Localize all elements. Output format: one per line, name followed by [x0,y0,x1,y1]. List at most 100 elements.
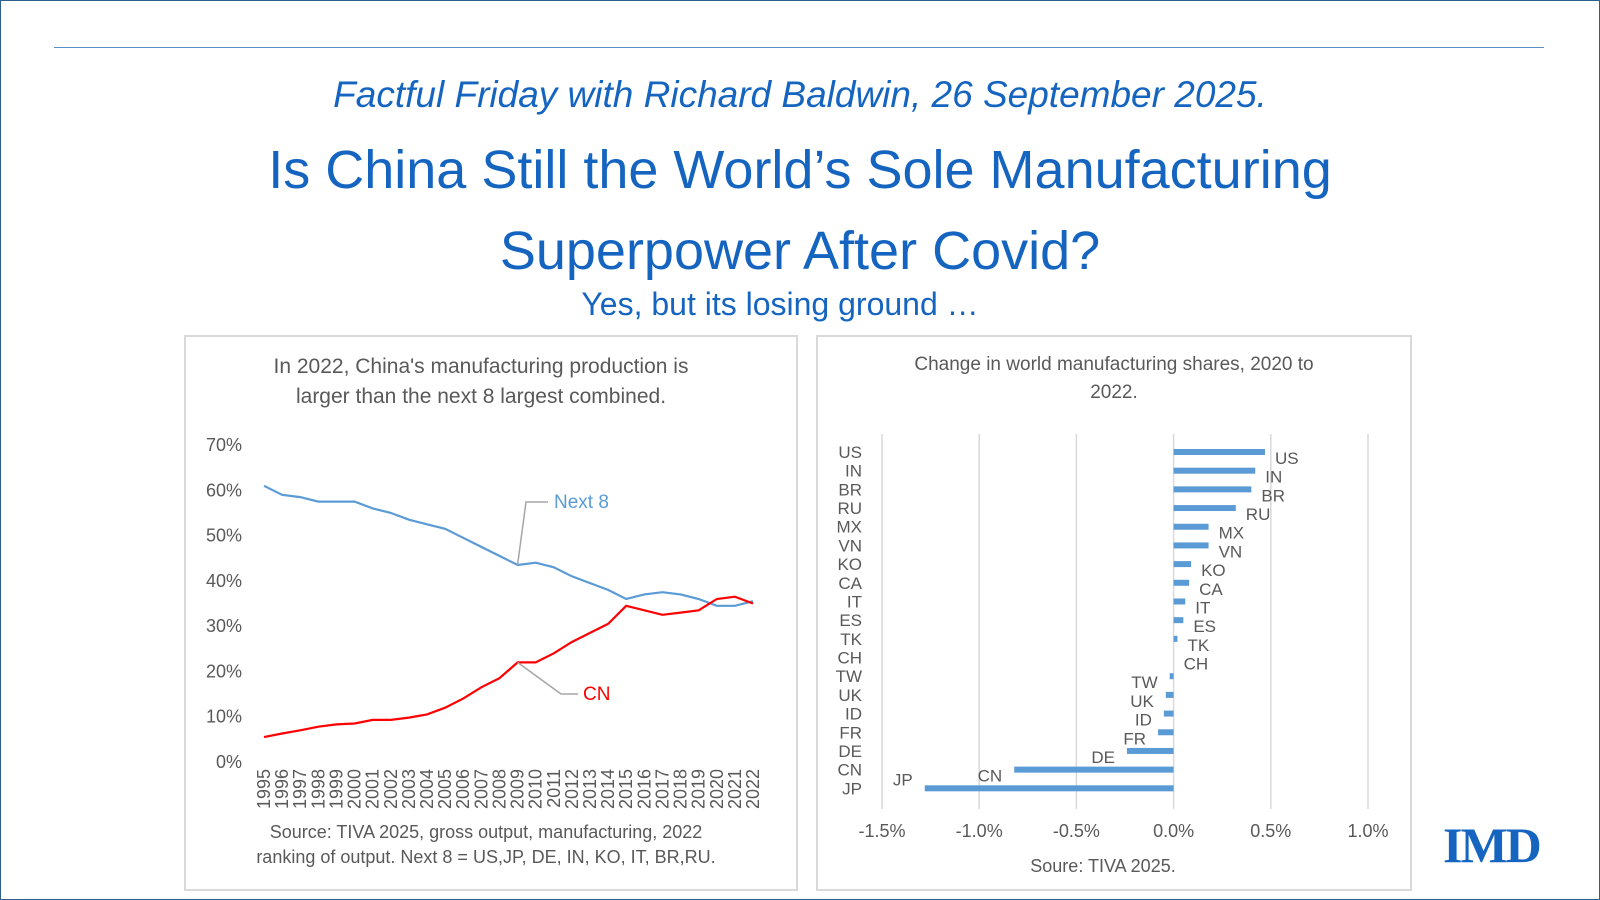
category-axis-label: CN [837,761,862,780]
callout-leader-next8 [516,501,548,566]
category-axis-label: FR [839,723,862,742]
series-line-cn [263,595,754,739]
slide-title: Is China Still the World’s Sole Manufact… [268,140,1332,281]
x-tick-label: 2007 [471,769,491,809]
y-tick-label: 50% [206,526,242,546]
y-tick-label: 70% [206,435,242,455]
category-axis-label: KO [837,555,862,574]
bar [1173,523,1209,530]
bar [1173,505,1236,512]
y-tick-label: 40% [206,571,242,591]
category-axis-label: TW [836,667,862,686]
bar-data-label: CH [1184,655,1209,674]
x-tick-label: 1995 [254,769,274,809]
x-tick-label: 1.0% [1347,821,1388,841]
bar-data-label: US [1275,449,1299,468]
callout-leader-cn [517,661,578,695]
x-tick-label: 2009 [508,769,528,809]
bar [1173,561,1192,568]
slide-tagline: Yes, but its losing ground … [581,286,979,322]
category-axis-label: VN [838,536,862,555]
bar [1126,747,1174,754]
x-tick-label: -0.5% [1053,821,1100,841]
bar [1173,598,1186,605]
bar-data-label: IN [1265,468,1282,487]
bar-data-label: FR [1123,729,1146,748]
bar-data-label: CA [1199,580,1223,599]
chart-title-line: 2022. [1090,382,1138,403]
category-axis-label: IT [847,592,862,611]
header-rule [54,47,1544,48]
x-tick-label: 2001 [363,769,383,809]
bar-data-label: MX [1219,524,1245,543]
bar [1014,766,1174,773]
category-axis-label: ES [839,611,862,630]
x-tick-label: 1998 [308,769,328,809]
category-axis-label: CH [837,649,862,668]
x-tick-label: -1.0% [956,821,1003,841]
y-tick-label: 20% [206,661,242,681]
x-tick-label: 0.0% [1153,821,1194,841]
bar [1158,729,1174,736]
bar-data-label: ID [1135,711,1152,730]
bar [1173,542,1209,549]
x-tick-label: 2015 [616,769,636,809]
bar [1173,486,1252,493]
x-tick-label: 2008 [489,769,509,809]
series-label-cn: CN [583,684,610,705]
line-chart: In 2022, China's manufacturing productio… [206,355,763,867]
x-tick-label: 0.5% [1250,821,1291,841]
bar-data-label: BR [1261,486,1285,505]
series-label-next8: Next 8 [554,492,609,513]
category-axis-label: MX [837,518,863,537]
category-axis-label: ID [845,705,862,724]
imd-logo: IMD [1443,817,1542,873]
y-tick-label: 30% [206,616,242,636]
chart-source-line: ranking of output. Next 8 = US,JP, DE, I… [256,847,715,867]
bar [1173,635,1178,642]
bar-data-label: RU [1246,505,1271,524]
category-axis-label: JP [842,779,862,798]
bar-data-label: ES [1193,617,1216,636]
x-tick-label: 2018 [671,769,691,809]
bar [1169,673,1174,680]
chart-source-line: Source: TIVA 2025, gross output, manufac… [270,822,703,842]
x-tick-label: 2003 [399,769,419,809]
category-axis-label: IN [845,462,862,481]
chart-title-line: larger than the next 8 largest combined. [296,385,666,408]
bar [1173,617,1184,624]
x-tick-label: 2022 [743,769,763,809]
bar [1173,449,1265,455]
bar-data-label: TW [1131,673,1157,692]
category-axis-label: US [838,443,862,462]
category-axis-label: BR [838,480,862,499]
category-axis-label: TK [840,630,862,649]
x-tick-label: 1999 [326,769,346,809]
category-axis-label: CA [838,574,862,593]
x-tick-label: 2013 [580,769,600,809]
bar-chart-panel: Change in world manufacturing shares, 20… [816,335,1412,891]
x-tick-label: 2014 [598,769,618,809]
x-tick-label: 1996 [272,769,292,809]
y-tick-label: 0% [216,752,242,772]
line-chart-panel: In 2022, China's manufacturing productio… [184,335,798,891]
bar [1173,467,1256,474]
x-tick-label: 2005 [435,769,455,809]
x-tick-label: 1997 [290,769,310,809]
bar-data-label: VN [1219,542,1243,561]
x-tick-label: 2010 [526,769,546,809]
category-axis-label: RU [837,499,862,518]
y-tick-label: 60% [206,480,242,500]
x-tick-label: 2021 [725,769,745,809]
x-tick-label: 2000 [345,769,365,809]
x-tick-label: 2006 [453,769,473,809]
bar-data-label: TK [1187,636,1209,655]
x-tick-label: 2020 [707,769,727,809]
chart-source: Soure: TIVA 2025. [1030,856,1175,876]
category-axis-label: DE [838,742,862,761]
bar-data-label: KO [1201,561,1226,580]
x-tick-label: 2016 [634,769,654,809]
bar-chart: Change in world manufacturing shares, 20… [836,354,1389,876]
x-tick-label: 2019 [689,769,709,809]
bar-data-label: UK [1130,692,1154,711]
